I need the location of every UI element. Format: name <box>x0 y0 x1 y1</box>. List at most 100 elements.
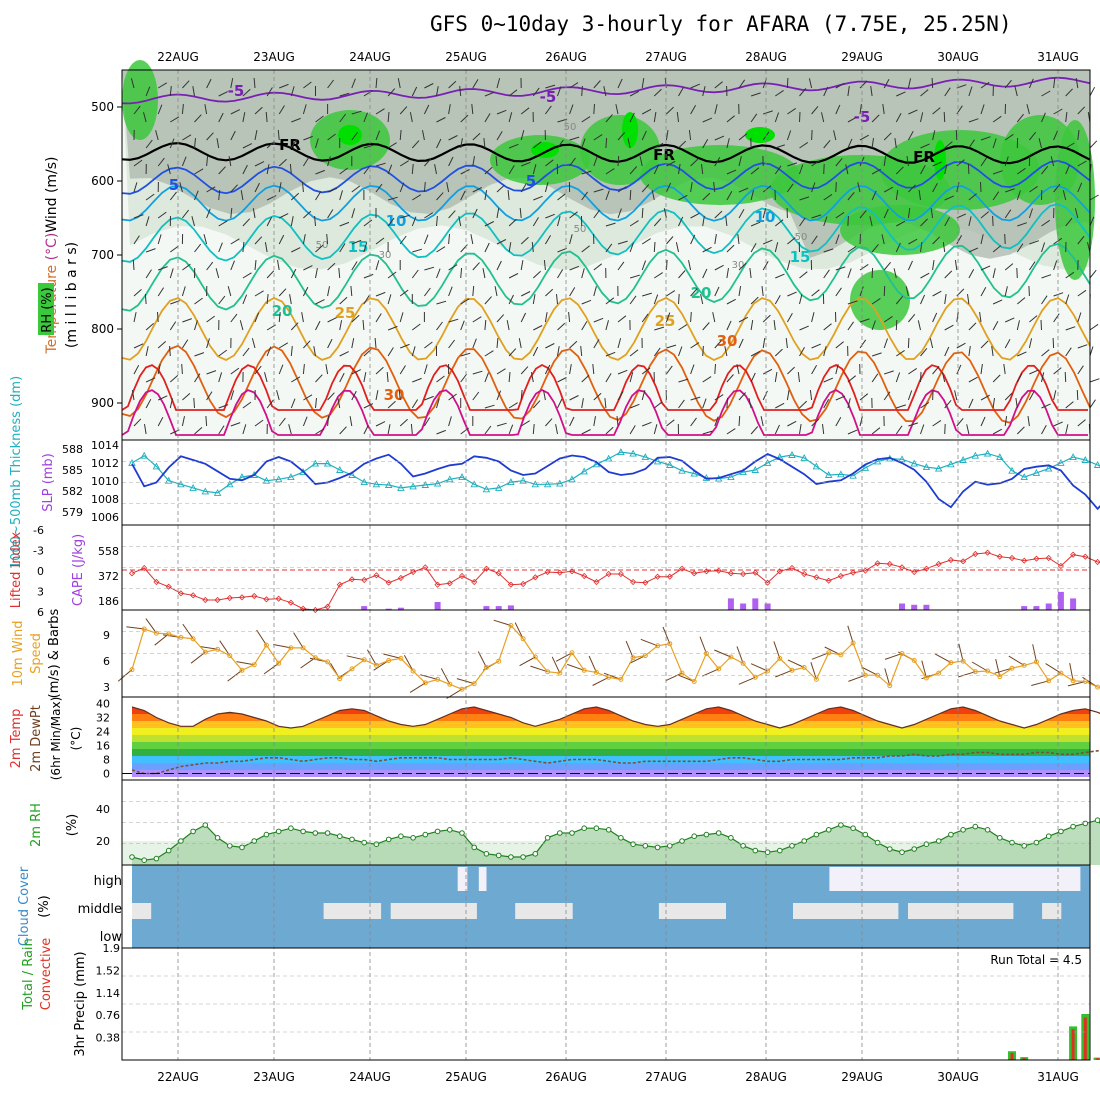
cape-bar <box>728 598 734 610</box>
wind-barb <box>812 130 813 140</box>
wind-barb <box>981 182 982 192</box>
thickness-tick-label: 585 <box>62 464 83 477</box>
wind-barb <box>1090 400 1096 408</box>
wind-barb <box>921 372 922 382</box>
date-label-top: 24AUG <box>349 50 391 64</box>
pressure-ylabel: (m i l l i b a r s) <box>64 242 80 348</box>
contour-label: 10 <box>386 212 407 230</box>
temp-tick-label: 32 <box>96 712 110 725</box>
date-label-top: 23AUG <box>253 50 295 64</box>
contour-label: 25 <box>655 312 676 330</box>
rh-point <box>753 848 758 853</box>
pressure-tick-label: 600 <box>91 174 114 188</box>
wind-barb-10m <box>410 683 425 693</box>
rh-contour-label: 50 <box>795 232 808 243</box>
rh-contour-label: 30 <box>732 260 745 271</box>
contour-label: 5 <box>526 172 536 190</box>
precip-ylabel-1: Total / Rain <box>21 938 36 1011</box>
rh-point <box>949 832 954 837</box>
wind-barb <box>1090 324 1098 330</box>
date-label-bottom: 30AUG <box>937 1070 979 1084</box>
rh-tick-label: 20 <box>96 835 110 848</box>
cloud-mid-gap <box>324 903 382 919</box>
precip-ylabel-3: 3hr Precip (mm) <box>73 951 88 1056</box>
wind-barb-10m <box>457 679 474 684</box>
rh-green-area <box>122 60 158 140</box>
li-tick-label: -6 <box>33 524 44 537</box>
rh-contour-label: 50 <box>574 224 587 235</box>
wind-barb-10m <box>589 656 596 672</box>
temp-tick-label: 8 <box>103 754 110 767</box>
rh-point <box>851 826 856 831</box>
cloud-mid-gap <box>793 903 898 919</box>
contour-label: 25 <box>335 304 356 322</box>
pressure-tick-label: 900 <box>91 396 114 410</box>
wind-barb <box>1041 320 1042 330</box>
pressure-tick-label: 800 <box>91 322 114 336</box>
wind-barb-10m <box>774 641 780 658</box>
rh-point <box>154 856 159 861</box>
wind-barb <box>848 216 849 226</box>
rh-point <box>900 850 905 855</box>
rh-point <box>1046 834 1051 839</box>
slp-tick-label: 1014 <box>91 439 119 452</box>
wind-ylabel-3: (m/s) & Barbs <box>47 608 62 698</box>
cape-tick-label: 558 <box>98 545 119 558</box>
rh-tick-label: 40 <box>96 803 110 816</box>
ylabel-part: (m/s) <box>44 156 60 197</box>
rh-point <box>130 855 135 860</box>
rh-point <box>435 829 440 834</box>
cape-bar <box>1070 598 1076 610</box>
precip-tick-label: 0.38 <box>96 1032 121 1045</box>
wind-barb <box>206 416 207 426</box>
rh-point <box>276 829 281 834</box>
wind-barb-10m <box>641 639 658 646</box>
contour-label: FR <box>913 148 935 166</box>
rh-point <box>631 842 636 847</box>
rh-point <box>1034 840 1039 845</box>
rh-point <box>228 844 233 849</box>
rh-point <box>716 831 721 836</box>
rh-point <box>582 826 587 831</box>
wind-barb <box>1090 87 1095 96</box>
wind-barb <box>824 164 825 174</box>
wind-barb-10m <box>1031 681 1048 686</box>
date-label-bottom: 23AUG <box>253 1070 295 1084</box>
rh-point <box>558 831 563 836</box>
temp-ylabel-3: (6hr Min/Max) <box>49 697 63 781</box>
rh-point <box>521 855 526 860</box>
wind-barb-10m <box>935 654 951 663</box>
rh-point <box>875 840 880 845</box>
date-label-bottom: 25AUG <box>445 1070 487 1084</box>
wind-barb <box>679 294 680 304</box>
rh-point <box>802 839 807 844</box>
cape-bar <box>435 602 441 610</box>
date-label-top: 22AUG <box>157 50 199 64</box>
wind-barb <box>1029 286 1030 296</box>
rh-bright-area <box>622 112 638 148</box>
rh-point <box>215 836 220 841</box>
rh-point <box>985 828 990 833</box>
wind-barb-10m <box>1033 644 1037 662</box>
rh-point <box>472 845 477 850</box>
rh-point <box>142 858 147 863</box>
rh-point <box>839 823 844 828</box>
rh-point <box>166 848 171 853</box>
cloud-high-gap <box>479 867 487 891</box>
date-label-bottom: 26AUG <box>545 1070 587 1084</box>
cloud-high-gap <box>860 867 1080 891</box>
wind-barb-10m <box>294 633 304 648</box>
contour-label: -5 <box>540 88 557 106</box>
wind-tick-label: 6 <box>103 655 110 668</box>
wind-barb-10m <box>848 626 853 643</box>
wind-barb <box>1090 379 1100 382</box>
date-label-top: 25AUG <box>445 50 487 64</box>
cape-bar <box>923 605 929 610</box>
pressure-tick-label: 700 <box>91 248 114 262</box>
date-label-top: 26AUG <box>545 50 587 64</box>
wind-barb-10m <box>775 670 792 677</box>
rh-point <box>423 832 428 837</box>
wind-barb <box>968 164 969 174</box>
